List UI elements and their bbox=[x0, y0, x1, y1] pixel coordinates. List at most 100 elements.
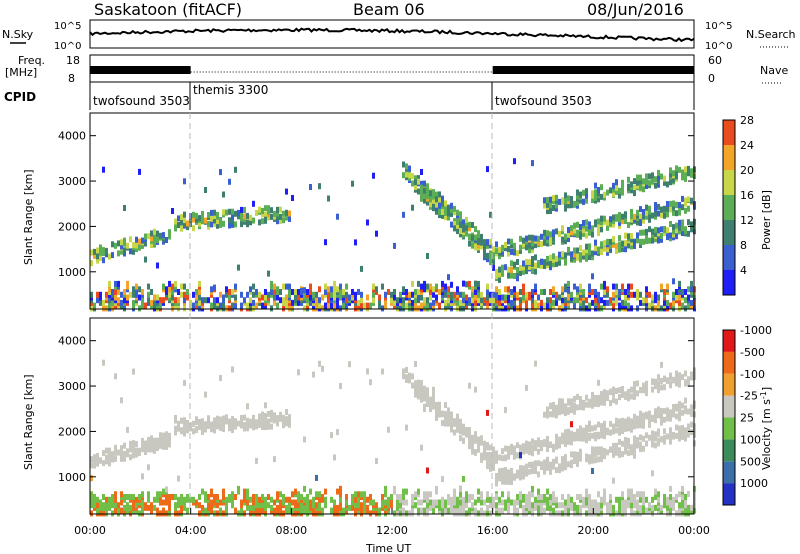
noise-sky-line bbox=[89, 27, 695, 43]
heatmap-cell bbox=[642, 387, 645, 394]
heatmap-cell bbox=[630, 283, 633, 290]
heatmap-cell bbox=[624, 289, 627, 295]
heatmap-cell bbox=[153, 241, 156, 248]
heatmap-cell bbox=[618, 212, 621, 218]
heatmap-cell bbox=[423, 390, 426, 397]
heatmap-cell bbox=[384, 499, 387, 506]
heatmap-cell bbox=[396, 499, 399, 506]
heatmap-cell bbox=[219, 217, 222, 224]
heatmap-cell bbox=[615, 449, 618, 456]
heatmap-cell bbox=[390, 291, 393, 298]
heatmap-cell bbox=[438, 191, 441, 198]
colorbar-swatch bbox=[723, 395, 735, 418]
heatmap-cell bbox=[579, 510, 582, 517]
heatmap-cell bbox=[297, 496, 300, 503]
heatmap-cell bbox=[609, 220, 612, 227]
heatmap-cell bbox=[540, 289, 543, 295]
heatmap-cell bbox=[237, 485, 240, 492]
heatmap-cell bbox=[531, 302, 534, 309]
heatmap-cell bbox=[552, 235, 555, 242]
heatmap-cell bbox=[366, 219, 369, 226]
heatmap-cell bbox=[204, 217, 207, 224]
heatmap-cell bbox=[462, 496, 465, 503]
heatmap-cell bbox=[135, 496, 138, 503]
heatmap-cell bbox=[582, 502, 585, 509]
heatmap-cell bbox=[171, 305, 174, 312]
colorbar-swatch bbox=[723, 245, 735, 270]
heatmap-cell bbox=[651, 294, 654, 301]
heatmap-cell bbox=[621, 391, 624, 398]
heatmap-cell bbox=[615, 496, 618, 503]
heatmap-cell bbox=[690, 171, 693, 178]
heatmap-cell bbox=[639, 510, 642, 517]
heatmap-cell bbox=[156, 496, 159, 503]
heatmap-cell bbox=[447, 412, 450, 419]
heatmap-cell bbox=[393, 510, 396, 517]
colorbar-swatch bbox=[723, 439, 735, 462]
x-tick-label: 20:00 bbox=[577, 524, 609, 537]
heatmap-cell bbox=[474, 299, 477, 306]
heatmap-cell bbox=[450, 207, 453, 213]
heatmap-cell bbox=[498, 271, 501, 278]
heatmap-cell bbox=[540, 299, 543, 306]
heatmap-cell bbox=[222, 415, 225, 422]
heatmap-cell bbox=[492, 253, 495, 260]
heatmap-cell bbox=[270, 289, 273, 295]
heatmap-cell bbox=[579, 504, 582, 511]
heatmap-cell bbox=[567, 236, 570, 242]
heatmap-cell bbox=[228, 305, 231, 312]
heatmap-cell bbox=[132, 440, 135, 447]
heatmap-cell bbox=[114, 491, 117, 498]
heatmap-cell bbox=[690, 409, 693, 416]
heatmap-cell bbox=[480, 456, 483, 463]
heatmap-cell bbox=[588, 420, 591, 427]
heatmap-cell bbox=[114, 373, 117, 380]
heatmap-cell bbox=[357, 499, 360, 506]
heatmap-cell bbox=[543, 463, 546, 470]
heatmap-cell bbox=[396, 494, 399, 500]
heatmap-cell bbox=[405, 302, 408, 309]
heatmap-cell bbox=[633, 413, 636, 420]
heatmap-cell bbox=[558, 406, 561, 413]
heatmap-cell bbox=[357, 299, 360, 306]
heatmap-cell bbox=[504, 242, 507, 249]
heatmap-cell bbox=[636, 390, 639, 397]
heatmap-cell bbox=[507, 453, 510, 460]
heatmap-cell bbox=[555, 194, 558, 201]
heatmap-cell bbox=[276, 420, 279, 427]
heatmap-cell bbox=[90, 291, 93, 298]
heatmap-cell bbox=[486, 256, 489, 263]
heatmap-cell bbox=[501, 294, 504, 301]
heatmap-cell bbox=[669, 206, 672, 213]
heatmap-cell bbox=[444, 200, 447, 207]
heatmap-cell bbox=[126, 280, 129, 287]
heatmap-cell bbox=[657, 387, 660, 394]
heatmap-cell bbox=[540, 262, 543, 269]
heatmap-cell bbox=[324, 239, 327, 246]
colorbar-tick-label: 16 bbox=[740, 189, 754, 202]
heatmap-cell bbox=[567, 195, 570, 202]
heatmap-cell bbox=[678, 376, 681, 383]
heatmap-cell bbox=[651, 228, 654, 235]
heatmap-cell bbox=[591, 391, 594, 398]
heatmap-cell bbox=[102, 305, 105, 312]
heatmap-cell bbox=[678, 219, 681, 226]
heatmap-cell bbox=[591, 504, 594, 511]
heatmap-cell bbox=[612, 477, 615, 484]
heatmap-cell bbox=[285, 209, 288, 216]
heatmap-cell bbox=[267, 411, 270, 417]
heatmap-cell bbox=[420, 283, 423, 290]
heatmap-cell bbox=[234, 423, 237, 430]
heatmap-cell bbox=[159, 499, 162, 506]
heatmap-cell bbox=[456, 413, 459, 420]
heatmap-cell bbox=[594, 297, 597, 304]
heatmap-cell bbox=[603, 245, 606, 252]
heatmap-cell bbox=[333, 454, 336, 461]
heatmap-cell bbox=[552, 407, 555, 414]
heatmap-cell bbox=[258, 496, 261, 503]
heatmap-cell bbox=[153, 237, 156, 244]
heatmap-cell bbox=[450, 291, 453, 298]
heatmap-cell bbox=[528, 242, 531, 249]
heatmap-cell bbox=[537, 235, 540, 242]
heatmap-cell bbox=[687, 408, 690, 415]
